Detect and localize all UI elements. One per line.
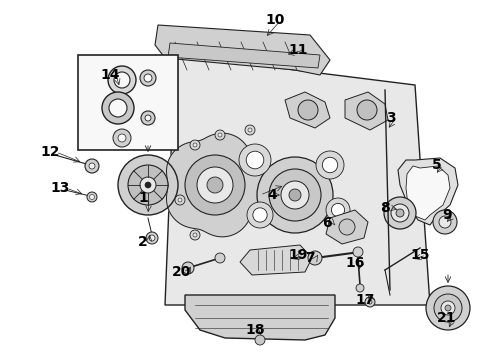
Text: 4: 4 — [266, 188, 276, 202]
Circle shape — [89, 194, 94, 199]
Circle shape — [145, 115, 151, 121]
Polygon shape — [397, 158, 457, 225]
Circle shape — [218, 133, 222, 137]
Circle shape — [247, 128, 251, 132]
Text: 15: 15 — [409, 248, 429, 262]
Circle shape — [444, 305, 450, 311]
Circle shape — [146, 232, 158, 244]
Circle shape — [114, 72, 130, 88]
Text: 1: 1 — [138, 191, 147, 205]
Circle shape — [206, 177, 223, 193]
Circle shape — [355, 284, 363, 292]
Circle shape — [307, 251, 321, 265]
Text: 2: 2 — [138, 235, 147, 249]
Circle shape — [367, 300, 371, 304]
Text: 8: 8 — [379, 201, 389, 215]
Circle shape — [268, 169, 320, 221]
Circle shape — [425, 286, 469, 330]
Polygon shape — [240, 245, 311, 275]
Text: 18: 18 — [245, 323, 264, 337]
Circle shape — [254, 335, 264, 345]
Circle shape — [178, 198, 182, 202]
Circle shape — [140, 70, 156, 86]
Circle shape — [297, 100, 317, 120]
Circle shape — [257, 157, 332, 233]
Circle shape — [215, 130, 224, 140]
Text: 9: 9 — [441, 208, 451, 222]
Circle shape — [438, 216, 450, 228]
Circle shape — [113, 129, 131, 147]
Text: 12: 12 — [40, 145, 60, 159]
Polygon shape — [184, 295, 334, 340]
Text: 7: 7 — [305, 251, 314, 265]
Circle shape — [390, 204, 408, 222]
Circle shape — [85, 159, 99, 173]
Text: 17: 17 — [355, 293, 374, 307]
Text: 13: 13 — [50, 181, 70, 195]
Bar — [78, 55, 178, 150]
Polygon shape — [155, 25, 329, 75]
Text: 19: 19 — [288, 248, 307, 262]
Circle shape — [108, 66, 136, 94]
Circle shape — [244, 125, 254, 135]
Circle shape — [215, 253, 224, 263]
Text: 14: 14 — [100, 68, 120, 82]
Circle shape — [141, 111, 155, 125]
Circle shape — [190, 230, 200, 240]
Circle shape — [432, 210, 456, 234]
Text: 16: 16 — [345, 256, 364, 270]
Circle shape — [140, 177, 156, 193]
Circle shape — [89, 163, 95, 169]
Circle shape — [239, 144, 270, 176]
Circle shape — [102, 92, 134, 124]
Circle shape — [143, 74, 152, 82]
Text: 3: 3 — [385, 111, 395, 125]
Polygon shape — [164, 55, 429, 305]
Text: 20: 20 — [172, 265, 191, 279]
Circle shape — [184, 155, 244, 215]
Circle shape — [433, 294, 461, 322]
Circle shape — [395, 209, 403, 217]
Circle shape — [245, 151, 263, 169]
Text: 6: 6 — [322, 216, 331, 230]
Circle shape — [315, 151, 343, 179]
Circle shape — [352, 247, 362, 257]
Circle shape — [87, 192, 97, 202]
Circle shape — [288, 189, 301, 201]
Circle shape — [356, 100, 376, 120]
Circle shape — [149, 235, 155, 241]
Circle shape — [175, 195, 184, 205]
Polygon shape — [285, 92, 329, 128]
Circle shape — [440, 301, 454, 315]
Circle shape — [197, 167, 232, 203]
Circle shape — [109, 99, 127, 117]
Polygon shape — [345, 92, 387, 130]
Polygon shape — [166, 133, 267, 237]
Circle shape — [145, 182, 151, 188]
Circle shape — [182, 262, 194, 274]
Polygon shape — [168, 43, 319, 68]
Circle shape — [118, 134, 126, 142]
Circle shape — [128, 165, 168, 205]
Circle shape — [193, 233, 197, 237]
Text: 21: 21 — [436, 311, 456, 325]
Circle shape — [325, 198, 349, 222]
Text: 5: 5 — [431, 158, 441, 172]
Polygon shape — [325, 210, 367, 244]
Circle shape — [118, 155, 178, 215]
Circle shape — [246, 202, 272, 228]
Text: 11: 11 — [287, 43, 307, 57]
Circle shape — [383, 197, 415, 229]
Text: 10: 10 — [265, 13, 284, 27]
Circle shape — [252, 208, 266, 222]
Polygon shape — [405, 166, 449, 220]
Circle shape — [338, 219, 354, 235]
Circle shape — [364, 297, 374, 307]
Circle shape — [190, 140, 200, 150]
Circle shape — [331, 203, 344, 217]
Circle shape — [322, 157, 337, 173]
Circle shape — [281, 181, 308, 209]
Circle shape — [193, 143, 197, 147]
